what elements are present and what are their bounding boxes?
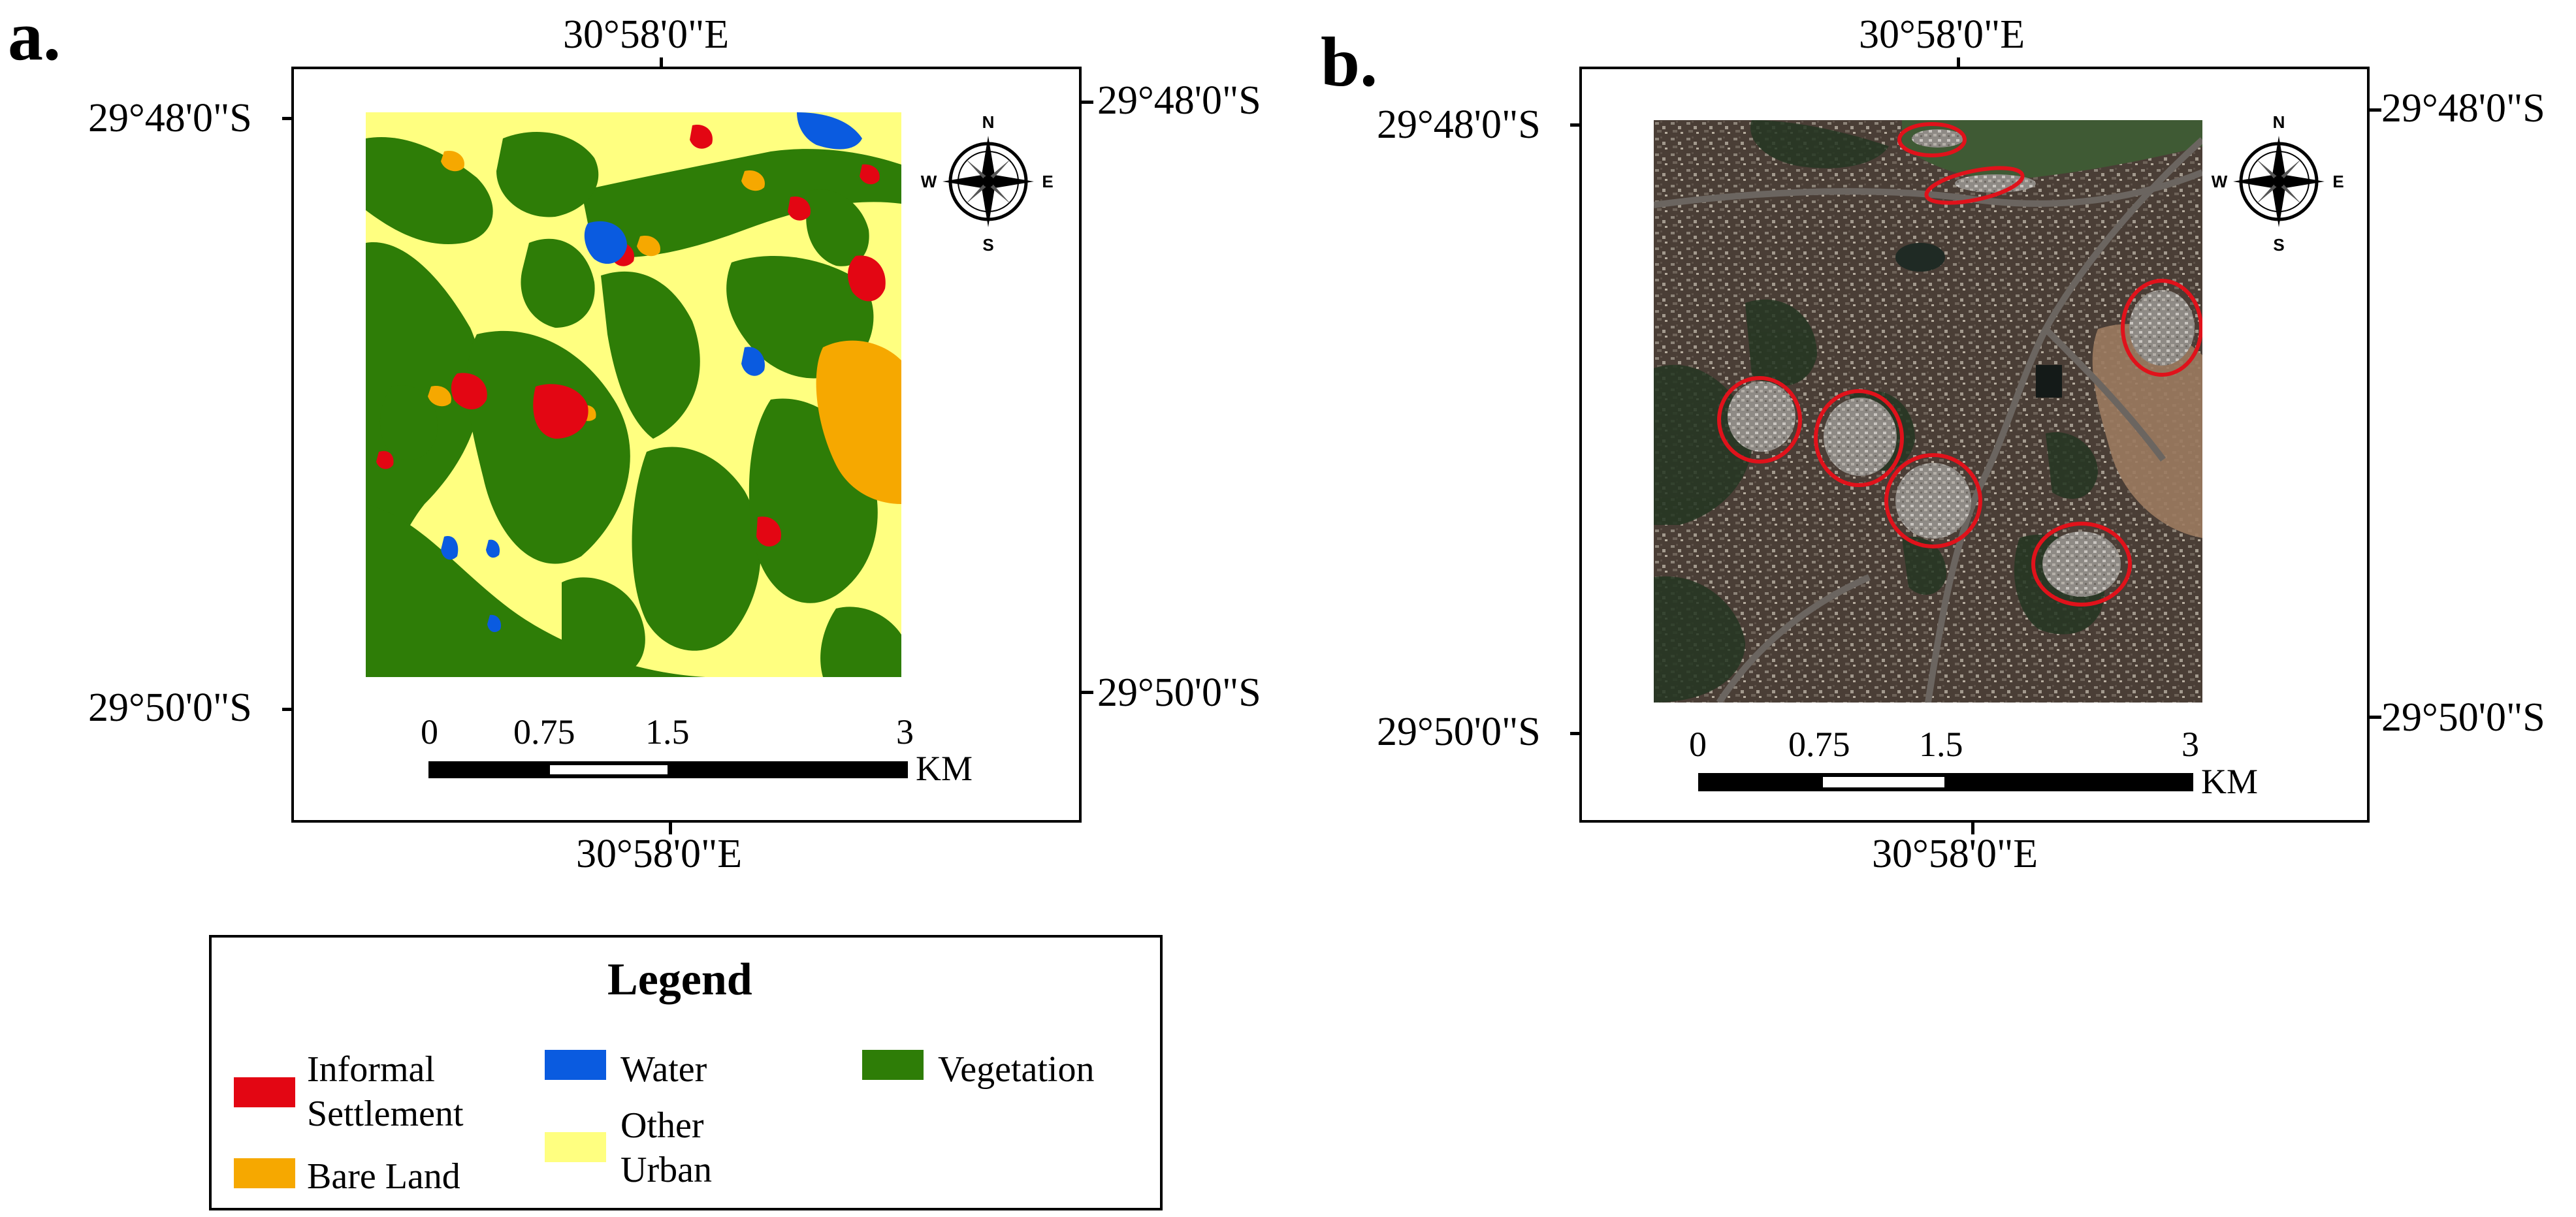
panel-a-tick-left-top	[282, 117, 294, 120]
settlement-marker-2	[1924, 166, 2025, 205]
panel-b-label: b.	[1321, 24, 1378, 101]
compass-e-label: E	[1042, 172, 1053, 191]
panel-b-tick-right-top	[2370, 108, 2381, 112]
water-areas	[441, 112, 862, 633]
settlement-marker-7	[2031, 522, 2132, 607]
panel-a-right-latitude-top: 29°48'0"S	[1097, 78, 1261, 123]
panel-b-tick-left-top	[1570, 123, 1582, 127]
panel-b-tick-left-bottom	[1570, 732, 1582, 735]
panel-a-scale-unit: KM	[916, 749, 973, 788]
legend-label-bare-land: Bare Land	[307, 1156, 460, 1197]
informal-settlement-markers	[1717, 122, 2202, 607]
legend-swatch-bare-land	[234, 1158, 295, 1188]
legend-label-informal-settlement: Informal Settlement	[307, 1049, 464, 1135]
land-cover-classification-map	[366, 112, 901, 677]
panel-a-left-latitude-bottom: 29°50'0"S	[88, 686, 252, 730]
compass-n-label: N	[982, 112, 995, 132]
panel-b-left-latitude-bottom: 29°50'0"S	[1377, 710, 1541, 754]
panel-a-scale-tick-3: 3	[896, 712, 914, 751]
panel-a-bottom-longitude: 30°58'0"E	[576, 832, 743, 876]
legend-label-water: Water	[620, 1049, 707, 1090]
panel-a-tick-right-bottom	[1082, 691, 1093, 694]
compass-n-label: N	[2273, 112, 2285, 132]
informal-settlement-texture	[1728, 129, 2195, 597]
panel-a-tick-left-bottom	[282, 708, 294, 711]
legend-swatch-other-urban	[545, 1132, 606, 1162]
panel-a-right-latitude-bottom: 29°50'0"S	[1097, 671, 1261, 715]
panel-a-scale-tick-0: 0	[421, 712, 438, 751]
panel-b-bottom-longitude: 30°58'0"E	[1872, 832, 2038, 876]
panel-a-scale-tick-075: 0.75	[513, 712, 575, 751]
bare-earth-area	[2092, 324, 2202, 538]
settlement-marker-5	[1814, 389, 1904, 487]
panel-a-scale-tick-15: 1.5	[645, 712, 690, 751]
panel-b-scale-tick-15: 1.5	[1919, 725, 1963, 764]
legend-swatch-vegetation	[862, 1050, 924, 1080]
settlement-marker-6	[1884, 453, 1982, 548]
compass-e-label: E	[2332, 172, 2343, 191]
legend-swatch-informal-settlement	[234, 1077, 295, 1107]
settlement-marker-1	[1897, 122, 1967, 157]
settlement-marker-3	[2121, 279, 2202, 377]
compass-w-label: W	[2212, 172, 2228, 191]
panel-b-scale-bar-white-segment	[1823, 777, 1944, 787]
settlement-marker-4	[1717, 376, 1802, 464]
compass-s-label: S	[2273, 235, 2284, 255]
panel-b-scale-unit: KM	[2201, 762, 2259, 801]
panel-b-tick-top	[1957, 57, 1960, 69]
panel-b-scale-tick-0: 0	[1689, 725, 1707, 764]
panel-a-top-longitude: 30°58'0"E	[563, 12, 730, 57]
satellite-image	[1654, 120, 2202, 703]
panel-a-scale-bar	[428, 761, 908, 778]
vegetation-areas	[366, 132, 901, 677]
panel-b-scale-tick-3: 3	[2182, 725, 2199, 764]
panel-b-scale-bar	[1698, 773, 2193, 791]
panel-a-scale-bar-white-segment	[550, 765, 668, 774]
panel-a-left-latitude-top: 29°48'0"S	[88, 96, 252, 140]
legend-label-vegetation: Vegetation	[938, 1049, 1095, 1090]
compass-w-label: W	[921, 172, 937, 191]
panel-b-scale-tick-075: 0.75	[1788, 725, 1850, 764]
panel-a-compass-rose: N S W E	[921, 112, 1054, 255]
panel-b-compass-rose: N S W E	[2212, 112, 2344, 255]
panel-b-top-longitude: 30°58'0"E	[1859, 12, 2025, 57]
legend: Legend Informal Settlement Water Vegetat…	[209, 935, 1163, 1210]
panel-b-right-latitude-top: 29°48'0"S	[2381, 86, 2545, 131]
panel-a-tick-right-top	[1082, 101, 1093, 104]
panel-b-right-latitude-bottom: 29°50'0"S	[2381, 695, 2545, 740]
panel-b-tick-right-bottom	[2370, 716, 2381, 719]
panel-a-tick-bottom	[669, 823, 672, 834]
legend-swatch-water	[545, 1050, 606, 1080]
legend-label-other-urban: Other Urban	[620, 1105, 712, 1191]
compass-s-label: S	[982, 235, 993, 255]
panel-a-tick-top	[660, 57, 663, 69]
panel-b-left-latitude-top: 29°48'0"S	[1377, 103, 1541, 147]
panel-a-label: a.	[8, 0, 61, 75]
legend-title: Legend	[607, 955, 752, 1005]
road-network	[1654, 137, 2202, 703]
golf-course	[1902, 120, 2202, 180]
panel-b-tick-bottom	[1971, 823, 1974, 834]
dark-pond	[2036, 365, 2062, 398]
reservoir	[1895, 243, 1945, 272]
informal-settlement-areas	[376, 125, 886, 547]
